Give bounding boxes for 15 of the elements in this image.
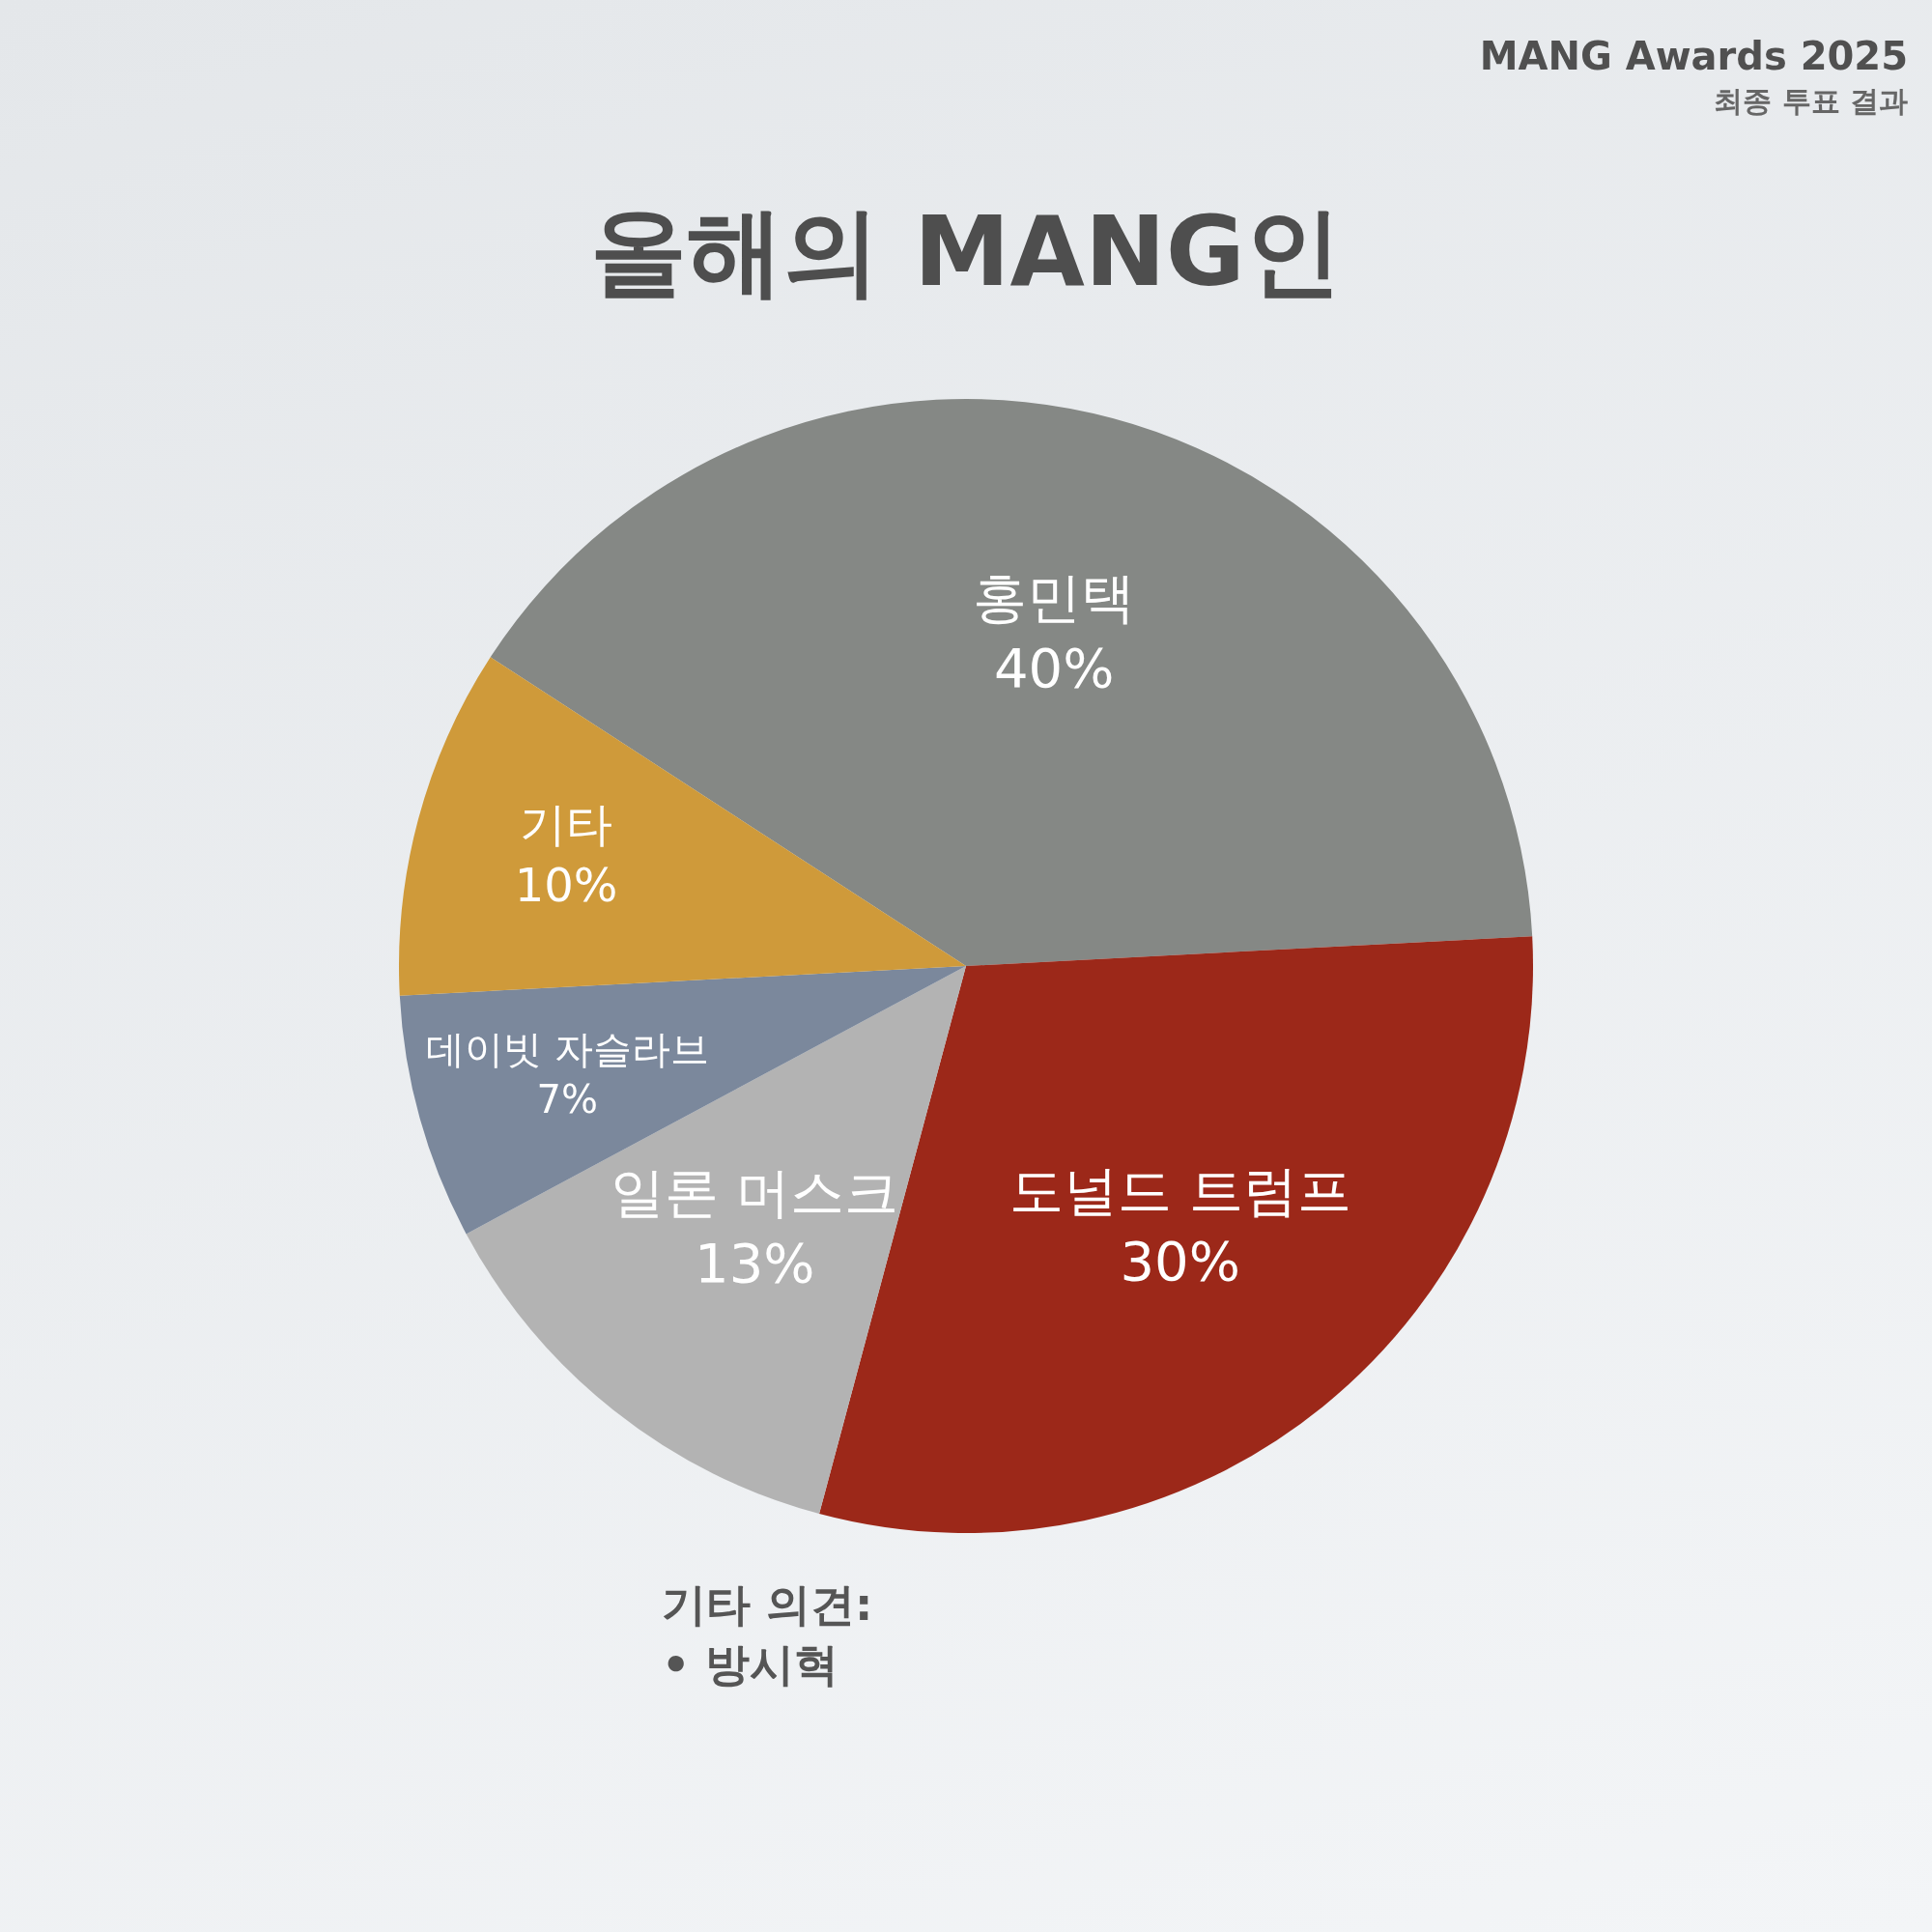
text: • 방시혁 [662, 1637, 840, 1692]
slice-label: 홍민택 [973, 565, 1136, 629]
data-label: 13% [695, 1231, 815, 1294]
data-label: 40% [993, 636, 1115, 699]
slice-label: 데이빗 자슬라브 [425, 1026, 709, 1071]
text: MANG Awards 2025 [1479, 34, 1908, 78]
slice-label: 일론 머스크 [611, 1161, 899, 1225]
data-label: 30% [1120, 1229, 1240, 1293]
text: 기타 의견: [662, 1577, 873, 1633]
text: 최종 투표 결과 [1714, 83, 1908, 120]
data-label: 10% [514, 857, 618, 912]
slice-label: 기타 [520, 797, 613, 852]
chart-title: 올해의 MANG인 [589, 194, 1343, 310]
data-label: 7% [536, 1076, 599, 1122]
slice-label: 도널드 트럼프 [1009, 1158, 1351, 1222]
